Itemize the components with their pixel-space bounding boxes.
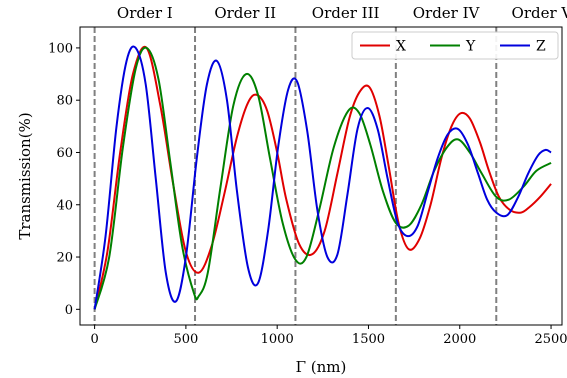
x-tick-label: 2500: [534, 332, 567, 347]
axes: [79, 26, 563, 326]
y-tick-label: 60: [56, 146, 73, 161]
series-line-z: [93, 45, 552, 310]
y-tick-label: 40: [56, 198, 73, 213]
series-line-x: [93, 45, 552, 310]
x-tick-label: 2000: [443, 332, 476, 347]
order-label: Order IV: [413, 4, 481, 22]
x-tick-label: 1500: [352, 332, 385, 347]
legend-label-x: X: [396, 39, 406, 55]
order-label: Order I: [117, 4, 173, 22]
x-tick-label: 0: [90, 332, 98, 347]
y-tick-label: 80: [56, 94, 73, 109]
order-labels: Order I Order II Order III Order IV Order V: [117, 4, 567, 22]
x-tick-label: 1000: [261, 332, 294, 347]
x-axis-label: Γ (nm): [296, 358, 347, 376]
order-boundaries: [93, 27, 498, 325]
legend-label-y: Y: [465, 39, 476, 55]
order-label: Order III: [312, 4, 380, 22]
plot-frame: [79, 26, 563, 326]
y-tick-label: 20: [56, 251, 73, 266]
x-tick-label: 500: [173, 332, 198, 347]
y-ticks: 0 20 40 60 80 100: [48, 41, 80, 318]
legend-label-z: Z: [536, 39, 546, 55]
y-tick-label: 0: [65, 303, 73, 318]
series-layer: [93, 45, 552, 310]
order-label: Order II: [214, 4, 276, 22]
y-tick-label: 100: [48, 41, 73, 56]
legend: X Y Z: [351, 31, 559, 60]
y-axis-label: Transmission(%): [16, 112, 34, 239]
order-label: Order V: [512, 4, 567, 22]
x-ticks: 0 500 1000 1500 2000 2500: [90, 325, 567, 347]
series-line-y: [93, 46, 552, 310]
